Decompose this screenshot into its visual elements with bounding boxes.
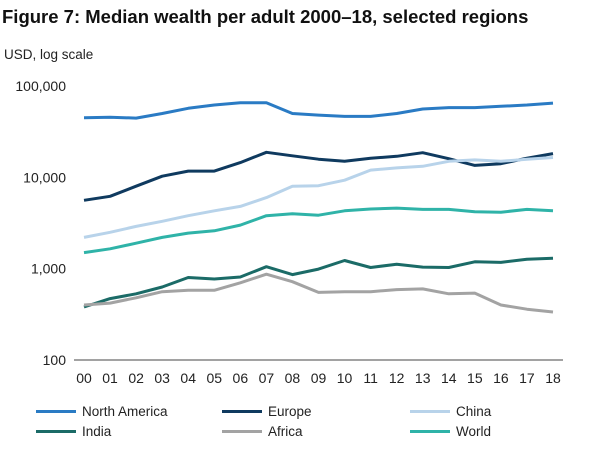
x-tick-label: 07: [259, 370, 275, 386]
x-tick-label: 15: [467, 370, 483, 386]
x-tick-label: 10: [337, 370, 353, 386]
x-tick-label: 05: [206, 370, 222, 386]
series-lines: [83, 101, 554, 314]
x-tick-label: 13: [415, 370, 431, 386]
x-tick-label: 11: [363, 370, 378, 386]
x-tick-label: 04: [180, 370, 196, 386]
x-tick-label: 12: [389, 370, 405, 386]
x-axis-ticks: 00 01 02 03 04 05 06 07 08 09 10 11 12 13 14 15 16 17 18: [76, 370, 561, 386]
y-tick-label: 100: [43, 352, 67, 368]
x-tick-label: 16: [493, 370, 509, 386]
series-line-world: [83, 206, 554, 255]
x-tick-label: 09: [311, 370, 327, 386]
y-tick-label: 100,000: [15, 78, 66, 94]
y-tick-label: 1,000: [31, 261, 66, 277]
series-line-india: [83, 256, 554, 309]
x-tick-label: 14: [441, 370, 457, 386]
series-line-europe: [83, 150, 554, 202]
series-line-north-america: [83, 101, 554, 120]
x-tick-label: 17: [519, 370, 535, 386]
y-tick-label: 10,000: [23, 169, 66, 185]
series-line-africa: [83, 272, 554, 314]
x-tick-label: 00: [76, 370, 92, 386]
x-tick-label: 02: [128, 370, 144, 386]
x-tick-label: 08: [285, 370, 301, 386]
chart-title: Figure 7: Median wealth per adult 2000–1…: [2, 6, 529, 27]
x-tick-label: 06: [233, 370, 249, 386]
y-axis-ticks: 100 1,000 10,000 100,000: [15, 78, 66, 368]
x-tick-label: 01: [102, 370, 118, 386]
x-tick-label: 18: [545, 370, 561, 386]
series-line-china: [83, 156, 554, 239]
y-axis-label: USD, log scale: [4, 47, 94, 62]
x-tick-label: 03: [154, 370, 170, 386]
